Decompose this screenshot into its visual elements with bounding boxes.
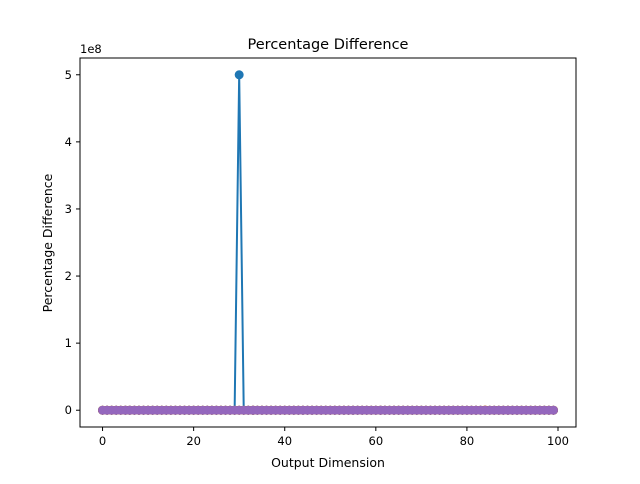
data-point [549,406,557,414]
chart-title: Percentage Difference [248,37,409,53]
y-tick-label: 1 [65,336,72,350]
x-tick-label: 60 [369,434,384,448]
y-offset-label: 1e8 [80,42,102,56]
y-tick-label: 2 [65,269,72,283]
y-tick-label: 5 [65,68,72,82]
x-tick-label: 0 [99,434,106,448]
y-tick-label: 3 [65,202,72,216]
x-tick-label: 40 [277,434,292,448]
x-tick-label: 20 [186,434,201,448]
x-tick-label: 80 [460,434,475,448]
x-tick-label: 100 [547,434,569,448]
x-axis-label: Output Dimension [271,455,385,470]
y-axis-label: Percentage Difference [40,173,55,312]
y-tick-label: 4 [65,135,72,149]
y-tick-label: 0 [65,403,72,417]
data-point [235,71,243,79]
series-5 [99,406,558,414]
